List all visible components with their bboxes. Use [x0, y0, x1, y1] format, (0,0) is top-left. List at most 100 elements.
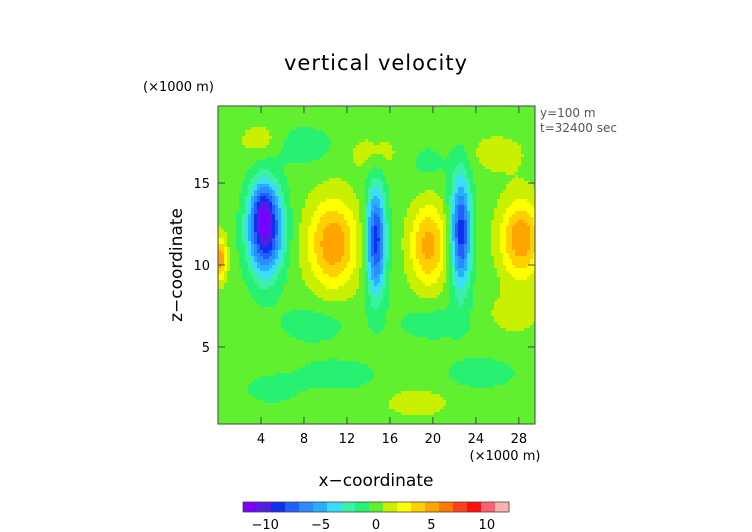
- heat-cell: [527, 130, 531, 134]
- heat-cell: [296, 196, 300, 200]
- heat-cell: [248, 205, 252, 209]
- heat-cell: [443, 112, 447, 116]
- heat-cell: [452, 217, 456, 221]
- heat-cell: [521, 196, 525, 200]
- heat-cell: [329, 220, 333, 224]
- heat-cell: [374, 178, 378, 182]
- heat-cell: [338, 145, 342, 149]
- heat-cell: [386, 106, 390, 110]
- heat-cell: [455, 220, 459, 224]
- heat-cell: [512, 214, 516, 218]
- heat-cell: [263, 145, 267, 149]
- heat-cell: [284, 121, 288, 125]
- heat-cell: [452, 211, 456, 215]
- heat-cell: [299, 220, 303, 224]
- heat-cell: [512, 166, 516, 170]
- heat-cell: [488, 139, 492, 143]
- heat-cell: [221, 232, 225, 236]
- heat-cell: [251, 211, 255, 215]
- heat-cell: [356, 112, 360, 116]
- heat-cell: [473, 214, 477, 218]
- heat-cell: [458, 190, 462, 194]
- heat-cell: [248, 217, 252, 221]
- heat-cell: [227, 199, 231, 203]
- heat-cell: [236, 130, 240, 134]
- heat-cell: [236, 205, 240, 209]
- heat-cell: [344, 178, 348, 182]
- heat-cell: [494, 151, 498, 155]
- heat-cell: [308, 175, 312, 179]
- heat-cell: [224, 241, 228, 245]
- heat-cell: [245, 244, 249, 248]
- heat-cell: [248, 208, 252, 212]
- heat-cell: [254, 193, 258, 197]
- heat-cell: [485, 118, 489, 122]
- heat-cell: [299, 166, 303, 170]
- heat-cell: [269, 172, 273, 176]
- heat-cell: [242, 136, 246, 140]
- heat-cell: [377, 163, 381, 167]
- heat-cell: [431, 220, 435, 224]
- heat-cell: [272, 232, 276, 236]
- heat-cell: [443, 226, 447, 230]
- heat-cell: [503, 232, 507, 236]
- heat-cell: [233, 139, 237, 143]
- heat-cell: [335, 142, 339, 146]
- heat-cell: [383, 187, 387, 191]
- heat-cell: [446, 157, 450, 161]
- heat-cell: [281, 241, 285, 245]
- heat-cell: [509, 217, 513, 221]
- heat-cell: [479, 145, 483, 149]
- heat-cell: [383, 157, 387, 161]
- heat-cell: [245, 181, 249, 185]
- heat-cell: [326, 220, 330, 224]
- heat-cell: [281, 142, 285, 146]
- heat-cell: [389, 151, 393, 155]
- heat-cell: [461, 154, 465, 158]
- heat-cell: [302, 118, 306, 122]
- heat-cell: [383, 181, 387, 185]
- heat-cell: [233, 247, 237, 251]
- heat-cell: [449, 178, 453, 182]
- heat-cell: [248, 229, 252, 233]
- heat-cell: [269, 229, 273, 233]
- heat-cell: [272, 211, 276, 215]
- heat-cell: [353, 187, 357, 191]
- heat-cell: [269, 154, 273, 158]
- heat-cell: [308, 112, 312, 116]
- heat-cell: [254, 133, 258, 137]
- heat-cell: [317, 139, 321, 143]
- heat-cell: [419, 181, 423, 185]
- heat-cell: [323, 142, 327, 146]
- heat-cell: [308, 130, 312, 134]
- heat-cell: [380, 199, 384, 203]
- heat-cell: [497, 229, 501, 233]
- heat-cell: [461, 124, 465, 128]
- heat-cell: [533, 121, 536, 125]
- heat-cell: [509, 196, 513, 200]
- heat-cell: [377, 214, 381, 218]
- heat-cell: [437, 139, 441, 143]
- heat-cell: [422, 202, 426, 206]
- heat-cell: [335, 211, 339, 215]
- heat-cell: [317, 133, 321, 137]
- heat-cell: [434, 124, 438, 128]
- heat-cell: [521, 226, 525, 230]
- heat-cell: [323, 130, 327, 134]
- heat-cell: [314, 232, 318, 236]
- heat-cell: [413, 136, 417, 140]
- heat-cell: [398, 157, 402, 161]
- heat-cell: [287, 175, 291, 179]
- heat-cell: [221, 160, 225, 164]
- heat-cell: [338, 199, 342, 203]
- heat-cell: [326, 148, 330, 152]
- heat-cell: [503, 211, 507, 215]
- heat-cell: [317, 145, 321, 149]
- heat-cell: [437, 214, 441, 218]
- heat-cell: [239, 229, 243, 233]
- heat-cell: [455, 130, 459, 134]
- heat-cell: [320, 139, 324, 143]
- heat-cell: [422, 175, 426, 179]
- heat-cell: [320, 211, 324, 215]
- heat-cell: [233, 136, 237, 140]
